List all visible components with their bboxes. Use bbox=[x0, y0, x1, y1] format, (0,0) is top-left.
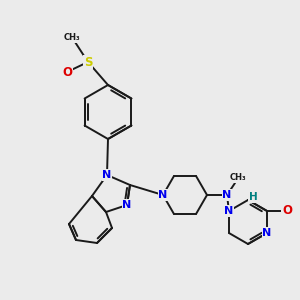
Text: N: N bbox=[102, 170, 112, 180]
Text: N: N bbox=[158, 190, 168, 200]
Text: S: S bbox=[84, 56, 92, 68]
Text: CH₃: CH₃ bbox=[230, 173, 246, 182]
Text: N: N bbox=[224, 206, 234, 216]
Text: CH₃: CH₃ bbox=[64, 34, 80, 43]
Text: N: N bbox=[222, 190, 232, 200]
Text: O: O bbox=[62, 65, 72, 79]
Text: N: N bbox=[122, 200, 132, 210]
Text: H: H bbox=[249, 192, 257, 202]
Text: O: O bbox=[282, 205, 292, 218]
Text: N: N bbox=[262, 228, 272, 238]
